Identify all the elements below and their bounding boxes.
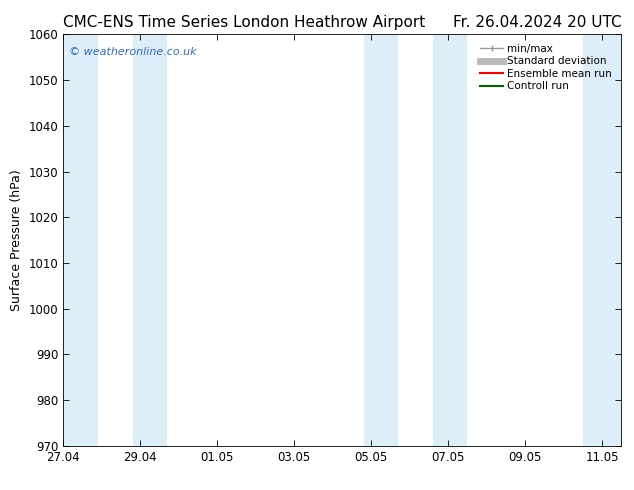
Bar <box>133 34 167 446</box>
Text: © weatheronline.co.uk: © weatheronline.co.uk <box>69 47 197 57</box>
Text: Fr. 26.04.2024 20 UTC: Fr. 26.04.2024 20 UTC <box>453 15 621 30</box>
Text: CMC-ENS Time Series London Heathrow Airport: CMC-ENS Time Series London Heathrow Airp… <box>63 15 425 30</box>
Bar <box>363 34 398 446</box>
Legend: min/max, Standard deviation, Ensemble mean run, Controll run: min/max, Standard deviation, Ensemble me… <box>476 40 616 96</box>
Bar <box>63 34 98 446</box>
Bar <box>433 34 467 446</box>
Y-axis label: Surface Pressure (hPa): Surface Pressure (hPa) <box>10 169 23 311</box>
Bar <box>583 34 621 446</box>
